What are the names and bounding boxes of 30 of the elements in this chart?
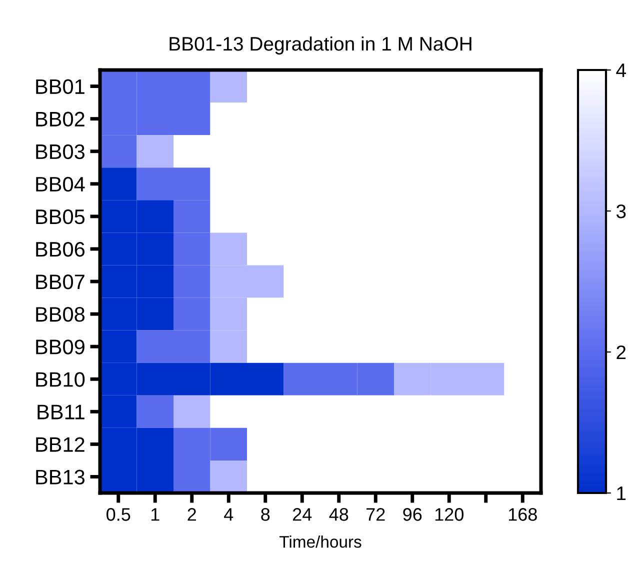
color-bar-label: 4: [616, 64, 626, 78]
y-tick-label: BB01: [36, 79, 84, 94]
color-bar-label: 1: [617, 486, 626, 500]
y-tick-label: BB06: [36, 242, 84, 257]
chart-title: BB01-13 Degradation in 1 M NaOH: [170, 36, 472, 55]
x-tick-label: 96: [403, 508, 422, 521]
y-tick-label: BB08: [36, 307, 85, 322]
x-tick-label: 2: [188, 508, 196, 521]
y-tick-label: BB04: [36, 176, 85, 192]
x-tick-label: 8: [261, 508, 270, 521]
y-tick-label: BB11: [38, 404, 84, 420]
y-tick-label: BB03: [36, 144, 84, 160]
x-axis-title: Time/hours: [280, 536, 362, 548]
y-tick-label: BB09: [36, 340, 84, 354]
x-tick-label: 4: [224, 508, 234, 521]
color-bar-label: 3: [616, 204, 626, 218]
x-tick-label: 1: [151, 508, 160, 521]
y-tick-label: BB02: [36, 112, 84, 127]
x-tick-label: 72: [366, 508, 385, 521]
x-tick-label: 168: [508, 508, 537, 521]
x-tick-label: 48: [329, 508, 348, 521]
color-bar-label: 2: [616, 345, 626, 360]
x-tick-label: 24: [292, 508, 312, 521]
x-tick-label: 120: [435, 508, 464, 521]
y-tick-label: BB07: [36, 274, 84, 290]
y-tick-label: BB10: [36, 372, 85, 387]
x-tick-label: 0.5: [106, 508, 130, 521]
y-tick-label: BB13: [36, 470, 84, 484]
y-tick-label: BB12: [36, 437, 84, 452]
y-tick-label: BB05: [36, 209, 85, 224]
